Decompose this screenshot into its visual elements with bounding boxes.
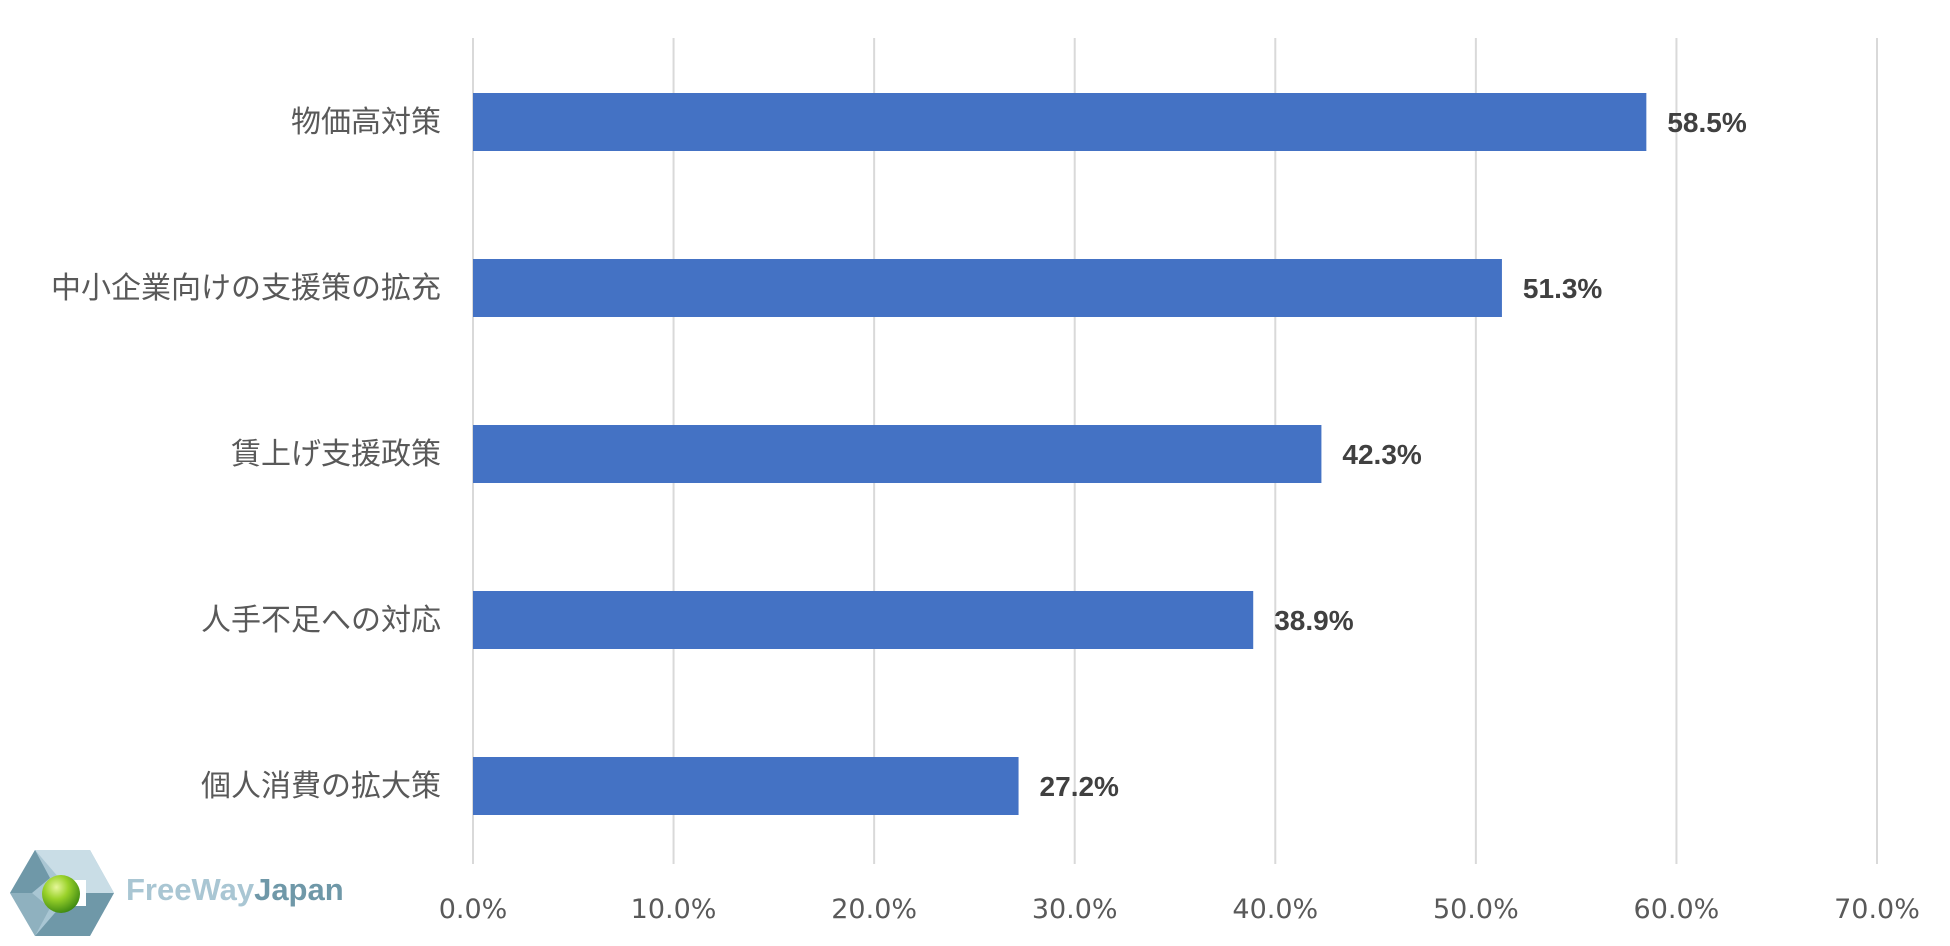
category-label-1: 中小企業向けの支援策の拡充	[51, 271, 441, 306]
x-tick-label-4: 40.0%	[1232, 894, 1318, 925]
category-labels: 物価高対策中小企業向けの支援策の拡充賃上げ支援政策人手不足への対応個人消費の拡大…	[51, 105, 441, 804]
logo-word-japan: Japan	[254, 872, 344, 907]
data-label-0: 58.5%	[1667, 107, 1746, 138]
logo-text: FreeWayJapan	[126, 872, 344, 908]
x-tick-label-0: 0.0%	[439, 894, 508, 925]
category-label-4: 個人消費の拡大策	[201, 769, 441, 804]
category-label-0: 物価高対策	[291, 105, 441, 140]
category-label-3: 人手不足への対応	[201, 603, 441, 638]
x-tick-label-2: 20.0%	[831, 894, 917, 925]
x-tick-label-5: 50.0%	[1433, 894, 1519, 925]
bar-2	[473, 425, 1322, 483]
data-label-1: 51.3%	[1523, 273, 1602, 304]
logo-mark-icon	[10, 850, 114, 936]
bar-1	[473, 259, 1502, 317]
data-label-3: 38.9%	[1274, 605, 1353, 636]
data-label-4: 27.2%	[1040, 771, 1119, 802]
data-label-2: 42.3%	[1342, 439, 1421, 470]
x-tick-label-7: 70.0%	[1834, 894, 1920, 925]
x-tick-label-3: 30.0%	[1032, 894, 1118, 925]
x-axis-tick-labels: 0.0% 10.0% 20.0% 30.0% 40.0% 50.0% 60.0% 70.0%	[439, 894, 1920, 925]
bar-4	[473, 757, 1019, 815]
data-labels: 58.5% 51.3% 42.3% 38.9% 27.2%	[1040, 107, 1747, 802]
bar-3	[473, 591, 1254, 649]
x-tick-label-6: 60.0%	[1634, 894, 1720, 925]
bars	[473, 93, 1647, 815]
category-label-2: 賃上げ支援政策	[231, 437, 441, 472]
bar-0	[473, 93, 1647, 151]
x-tick-label-1: 10.0%	[631, 894, 717, 925]
logo-word-freeway: FreeWay	[126, 872, 255, 907]
